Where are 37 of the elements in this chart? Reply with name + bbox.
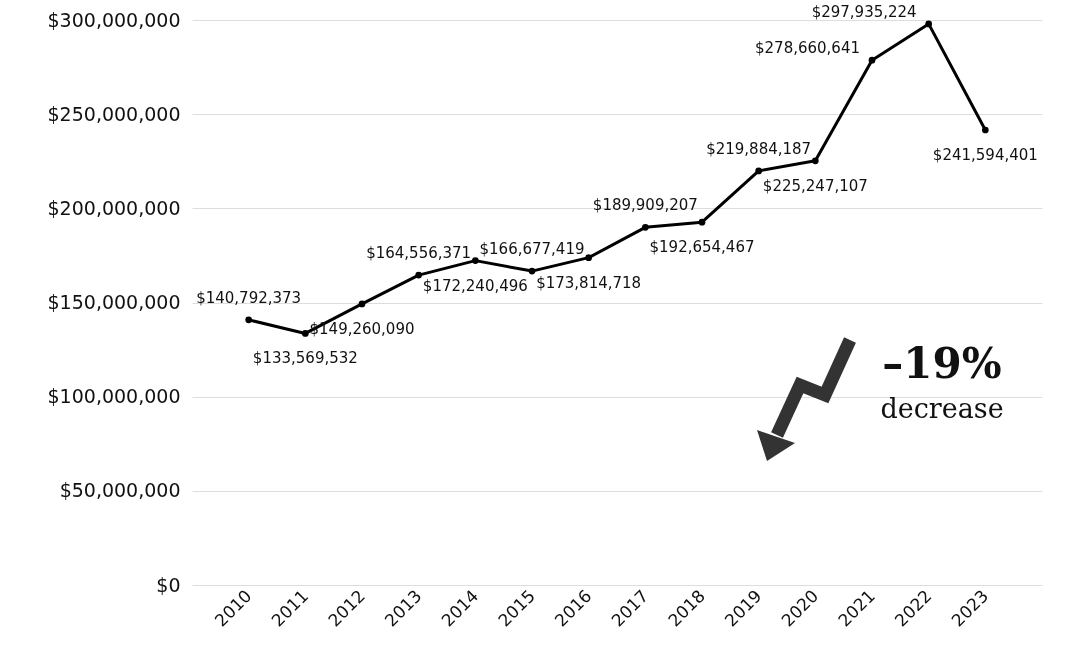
data-label: $297,935,224 [811,2,917,21]
point [811,157,819,165]
data-label: $149,260,090 [309,319,415,338]
y-tick-label: $150,000,000 [47,291,181,313]
point [868,56,876,64]
point [641,223,649,231]
point [245,316,253,324]
annotation: –19% [882,339,1002,388]
data-label: $278,660,641 [755,39,860,58]
data-label: $192,654,467 [649,238,755,257]
point [755,167,763,175]
annotation: decrease [880,393,1004,424]
point [415,271,423,279]
data-label: $140,792,373 [196,288,302,307]
data-label: $219,884,187 [706,139,812,158]
point [981,126,989,134]
y-tick-label: $250,000,000 [47,102,181,125]
point [471,257,479,264]
y-tick-label: $0 [156,573,181,596]
y-tick-label: $100,000,000 [47,385,181,408]
data-label: $133,569,532 [252,349,358,368]
data-label: $166,677,419 [479,240,585,259]
point [925,20,933,28]
data-label: $189,909,207 [592,196,698,215]
y-tick-label: $50,000,000 [59,479,181,502]
y-tick-label: $300,000,000 [47,8,181,31]
data-label: $172,240,496 [422,276,528,295]
point [585,254,593,261]
data-label: $173,814,718 [536,273,642,292]
data-label: $241,594,401 [932,146,1038,164]
y-tick-label: $200,000,000 [47,196,181,219]
data-label: $164,556,371 [366,244,472,263]
point [301,330,309,337]
point [358,300,366,308]
point [698,218,706,226]
point [528,267,536,275]
data-label: $225,247,107 [762,176,868,195]
